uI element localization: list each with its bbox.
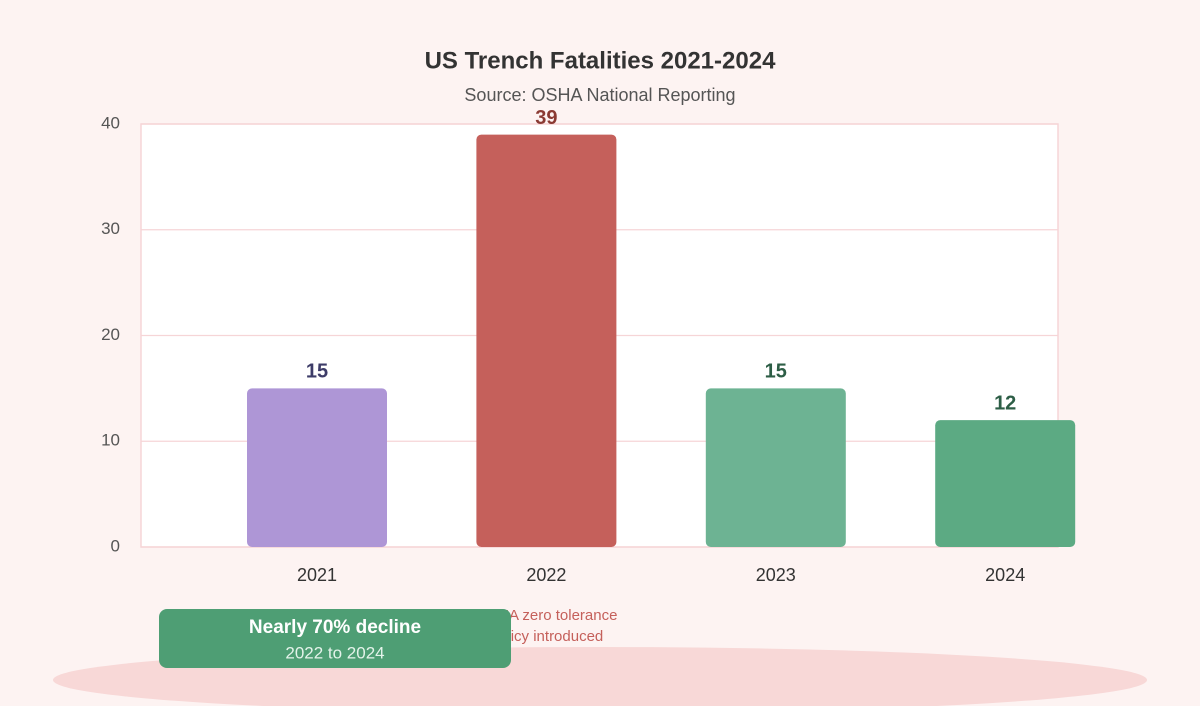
- callout-subtitle: 2022 to 2024: [285, 643, 384, 662]
- y-tick-label: 30: [101, 219, 120, 238]
- annotation: policy introduced: [491, 628, 604, 645]
- x-tick-label: 2021: [297, 565, 337, 585]
- annotation: OSHA zero tolerance: [477, 607, 618, 624]
- y-tick-label: 10: [101, 431, 120, 450]
- value-label: 15: [306, 361, 328, 383]
- bar: [705, 388, 846, 547]
- bar: [247, 388, 387, 547]
- y-tick-label: 20: [101, 325, 120, 344]
- bar: [935, 420, 1076, 547]
- value-label: 39: [535, 107, 557, 129]
- chart-subtitle: Source: OSHA National Reporting: [464, 85, 735, 105]
- y-tick-label: 0: [111, 536, 120, 555]
- x-tick-label: 2024: [985, 565, 1025, 585]
- x-tick-label: 2023: [756, 565, 796, 585]
- bar: [476, 134, 617, 547]
- callout-title: Nearly 70% decline: [249, 617, 421, 638]
- value-label: 12: [994, 392, 1016, 414]
- x-tick-label: 2022: [526, 565, 566, 585]
- y-tick-label: 40: [101, 113, 120, 132]
- callout-box: [159, 609, 511, 668]
- value-label: 15: [765, 361, 787, 383]
- chart-title: US Trench Fatalities 2021-2024: [425, 47, 777, 74]
